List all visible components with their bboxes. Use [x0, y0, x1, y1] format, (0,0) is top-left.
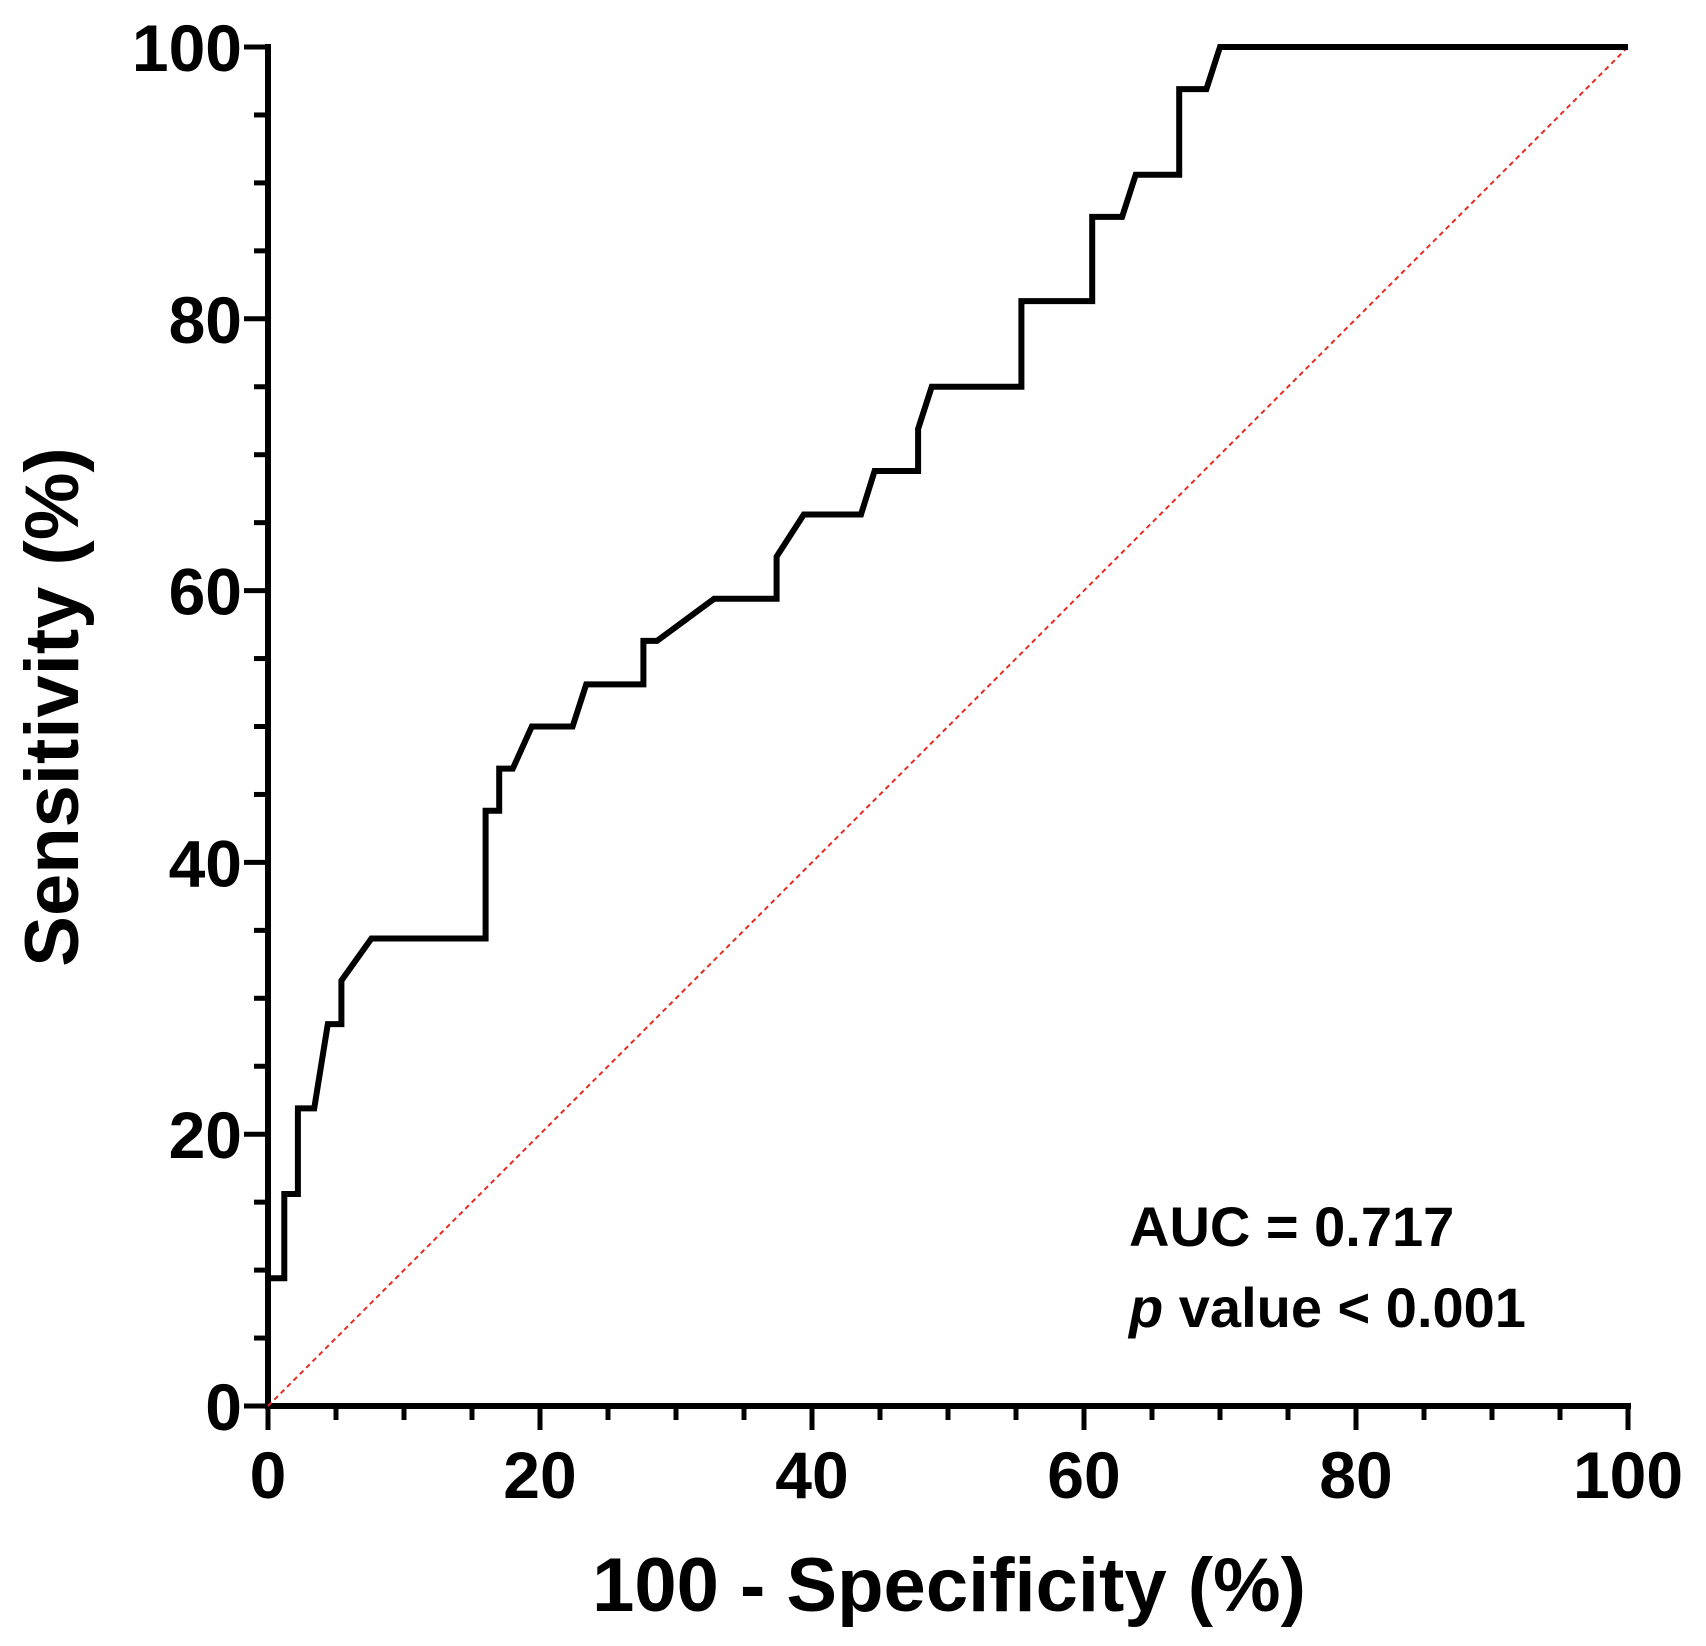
- roc-curve: [268, 44, 1628, 1282]
- y-tick-label: 60: [169, 555, 242, 629]
- reference-diagonal-line: [267, 46, 1629, 1407]
- x-tick-label: 0: [250, 1438, 287, 1512]
- y-axis-title: Sensitivity (%): [10, 447, 95, 966]
- x-tick-label: 40: [775, 1438, 848, 1512]
- y-tick-label: 80: [169, 283, 242, 357]
- p-symbol: p: [1127, 1276, 1163, 1339]
- x-tick-label: 100: [1573, 1438, 1683, 1512]
- y-tick-label: 100: [132, 11, 242, 85]
- major-ticks: [244, 44, 1631, 1430]
- x-tick-label: 60: [1047, 1438, 1120, 1512]
- x-tick-label: 20: [503, 1438, 576, 1512]
- tick-labels: 0 20 40 60 80 100 0 20 40 60 80 100: [132, 11, 1683, 1512]
- p-value-text: value < 0.001: [1163, 1276, 1526, 1339]
- y-tick-label: 20: [169, 1098, 242, 1172]
- auc-annotation: AUC = 0.717: [1129, 1195, 1454, 1258]
- p-value-annotation: p value < 0.001: [1127, 1276, 1526, 1339]
- series-layer: [267, 44, 1629, 1407]
- x-tick-label: 80: [1319, 1438, 1392, 1512]
- x-axis-title: 100 - Specificity (%): [592, 1543, 1306, 1628]
- y-tick-label: 40: [169, 826, 242, 900]
- y-tick-label: 0: [205, 1370, 242, 1444]
